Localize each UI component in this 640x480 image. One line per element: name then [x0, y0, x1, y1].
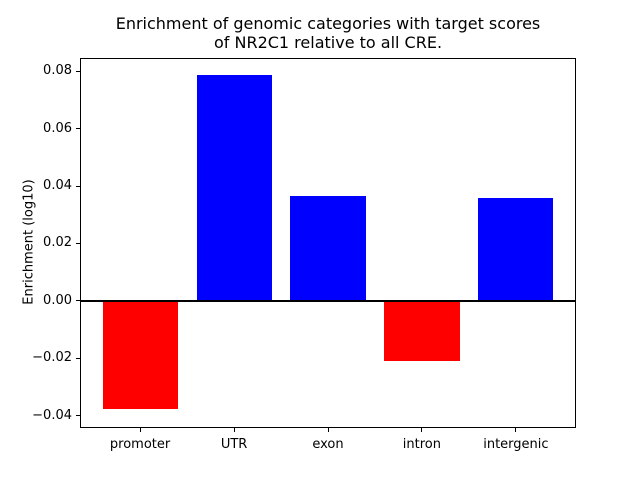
- x-tick-mark: [233, 428, 235, 432]
- x-tick-label-intron: intron: [402, 437, 441, 452]
- x-tick-label-intergenic: intergenic: [483, 437, 549, 452]
- y-tick-mark: [76, 185, 80, 187]
- x-tick-label-UTR: UTR: [220, 437, 248, 452]
- y-tick-mark: [76, 415, 80, 417]
- zero-line: [80, 299, 576, 302]
- x-tick-label-promoter: promoter: [109, 437, 171, 452]
- x-tick-mark: [515, 428, 517, 432]
- bar-intron: [384, 300, 460, 362]
- y-tick-mark: [76, 300, 80, 302]
- y-tick-label: 0.08: [43, 63, 72, 79]
- y-tick-label: 0.04: [43, 178, 72, 193]
- bar-UTR: [196, 74, 272, 301]
- chart-title: Enrichment of genomic categories with ta…: [115, 14, 541, 52]
- bar-promoter: [102, 300, 178, 410]
- bar-exon: [290, 195, 366, 301]
- y-tick-mark: [76, 357, 80, 359]
- y-tick-label: 0.00: [43, 292, 72, 308]
- x-tick-label-exon: exon: [312, 437, 344, 452]
- bar-intergenic: [478, 197, 554, 301]
- y-tick-label: −0.04: [32, 407, 72, 423]
- y-tick-mark: [76, 242, 80, 244]
- y-tick-mark: [76, 70, 80, 72]
- y-tick-label: 0.06: [43, 120, 72, 136]
- y-tick-mark: [76, 128, 80, 130]
- y-tick-label: −0.02: [32, 350, 72, 366]
- x-tick-mark: [139, 428, 141, 432]
- x-tick-mark: [327, 428, 329, 432]
- y-tick-label: 0.02: [43, 235, 72, 251]
- x-tick-mark: [421, 428, 423, 432]
